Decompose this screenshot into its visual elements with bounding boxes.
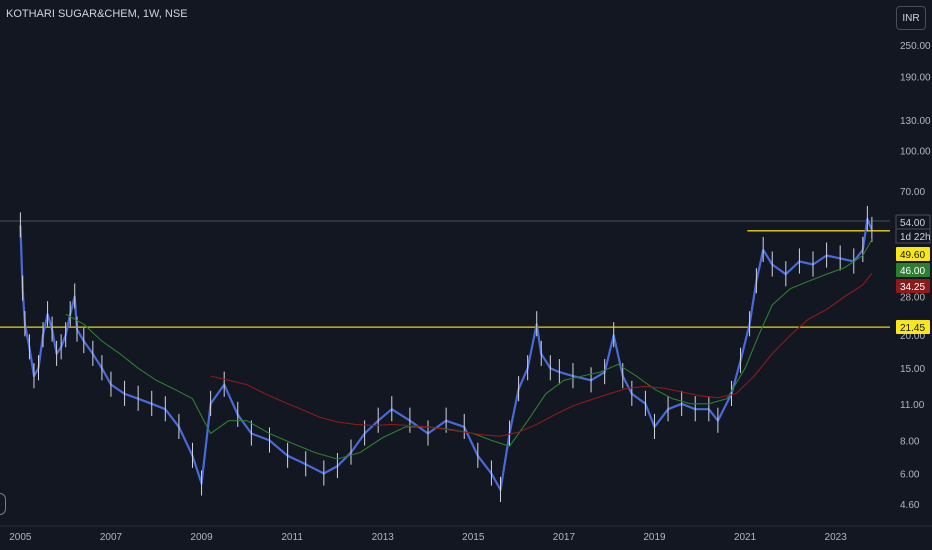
price-tag-box — [896, 279, 930, 293]
price-tag-countdown-box — [895, 228, 931, 244]
price-tag: 49.60 — [896, 247, 930, 261]
x-tick-label: 2013 — [372, 532, 395, 543]
price-tag-label: 34.25 — [900, 282, 925, 293]
y-tick-label: 130.00 — [900, 116, 931, 127]
y-tick-label: 11.00 — [900, 400, 925, 411]
x-tick-label: 2011 — [281, 532, 303, 543]
price-tag-label: 54.00 — [900, 218, 925, 229]
y-tick-label: 190.00 — [900, 73, 931, 84]
y-tick-label: 28.00 — [900, 293, 925, 304]
y-tick-label: 100.00 — [900, 146, 931, 157]
moving-average-short-line — [65, 239, 873, 460]
x-tick-label: 2019 — [643, 532, 666, 543]
price-tag-label: 21.45 — [900, 323, 925, 334]
x-tick-label: 2007 — [100, 532, 123, 543]
price-tag: 46.00 — [896, 263, 930, 277]
x-tick-label: 2023 — [825, 532, 848, 543]
x-tick-label: 2009 — [190, 532, 213, 543]
price-axis: 250.00 190.00 130.00 100.00 70.00 28.00 20.00 1… — [900, 41, 931, 511]
y-tick-label: 4.60 — [900, 500, 920, 511]
price-tag-label: 46.00 — [900, 266, 925, 277]
price-tag-countdown: 1d 22h — [900, 232, 931, 243]
moving-average-long-line — [210, 273, 873, 437]
x-tick-label: 2005 — [9, 532, 32, 543]
price-tag-box — [896, 320, 930, 334]
x-tick-label: 2021 — [734, 532, 757, 543]
time-axis: 2005 2007 2009 2011 2013 2015 2017 2019 2021 2023 — [0, 525, 932, 543]
chart-title: KOTHARI SUGAR&CHEM, 1W, NSE — [6, 8, 188, 20]
price-tags-layer: 54.00 1d 22h 49.60 46.00 34.25 21.45 — [895, 214, 931, 334]
y-tick-label: 8.00 — [900, 436, 920, 447]
series-layer — [19, 205, 873, 503]
x-tick-label: 2015 — [462, 532, 485, 543]
price-tag-box — [896, 247, 930, 261]
price-series-line — [19, 217, 873, 491]
y-tick-label: 20.00 — [900, 331, 925, 342]
price-tag: 54.00 1d 22h — [895, 214, 931, 244]
price-tag-box — [896, 263, 930, 277]
x-tick-label: 2017 — [553, 532, 576, 543]
price-tag: 34.25 — [896, 279, 930, 293]
y-tick-label: 70.00 — [900, 187, 925, 198]
price-tag: 21.45 — [896, 320, 930, 334]
currency-button[interactable]: INR — [896, 6, 926, 30]
y-tick-label: 15.00 — [900, 364, 925, 375]
price-tag-label: 49.60 — [900, 250, 925, 261]
y-tick-label: 6.00 — [900, 469, 920, 480]
y-tick-label: 250.00 — [900, 41, 931, 52]
